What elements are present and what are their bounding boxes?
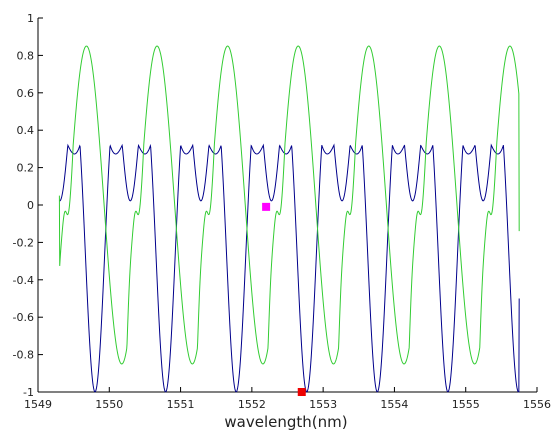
y-tick-label: -0.2 [13,236,34,249]
x-tick-label: 1553 [309,398,337,411]
marker-layer [262,202,306,396]
series-blue-line [59,143,520,393]
x-tick-label: 1556 [523,398,551,411]
y-tick-label: -0.6 [13,311,34,324]
y-tick-label: -1 [23,386,34,399]
x-tick-label: 1552 [238,398,266,411]
series-green-line [58,45,520,365]
y-tick-label: -0.8 [13,349,34,362]
marker-magenta [262,202,271,211]
y-tick-label: 0 [27,199,34,212]
x-tick-label: 1555 [452,398,480,411]
y-tick-label: 1 [27,12,34,25]
x-tick-label: 1549 [24,398,52,411]
y-tick-label: 0.8 [17,49,35,62]
y-tick-label: 0.2 [17,162,35,175]
axes: 1549 1550 1551 1552 1553 1554 1555 1556 -1 -0.8 -0… [13,12,551,411]
marker-red [297,388,306,396]
x-tick-label: 1554 [380,398,408,411]
y-tick-label: 0.6 [17,87,35,100]
y-tick-label: 0.4 [17,124,35,137]
x-tick-label: 1550 [95,398,123,411]
x-axis-title: wavelength(nm) [224,413,347,431]
y-tick-label: -0.4 [13,274,34,287]
x-tick-label: 1551 [167,398,195,411]
series-layer [58,45,520,393]
